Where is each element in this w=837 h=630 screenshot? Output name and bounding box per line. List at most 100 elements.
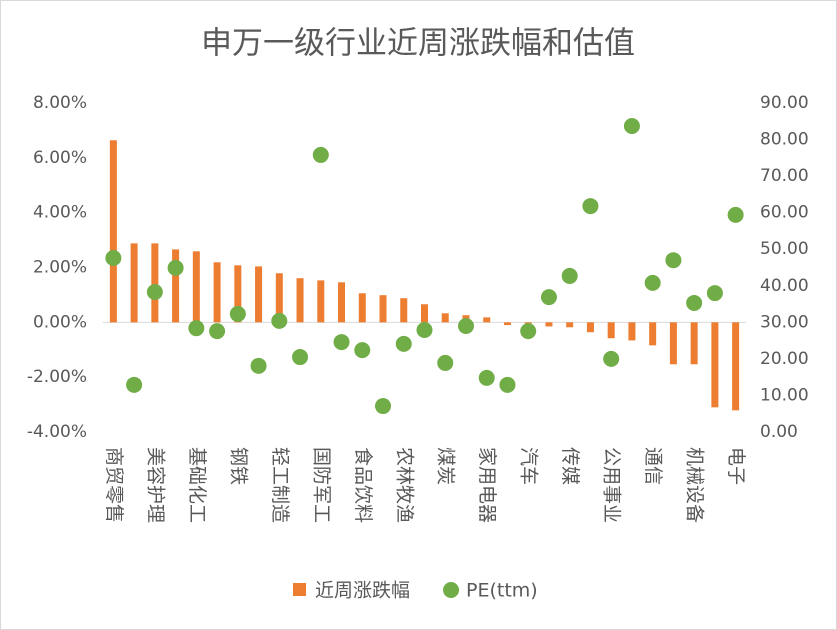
- point: [665, 252, 682, 269]
- chart-title: 申万一级行业近周涨跌幅和估值: [201, 26, 635, 62]
- point: [457, 317, 474, 334]
- bar: [275, 273, 283, 323]
- y-tick-label: 8.00%: [33, 93, 87, 113]
- point: [686, 294, 703, 311]
- point: [126, 376, 143, 393]
- x-tick-label: 汽车: [518, 447, 540, 485]
- bar: [338, 282, 346, 323]
- bar: [524, 322, 532, 324]
- point: [312, 146, 329, 163]
- y2-tick-label: 0.00: [760, 422, 798, 442]
- bar: [421, 304, 428, 323]
- x-tick-label: 基础化工: [186, 447, 208, 523]
- point: [146, 283, 163, 300]
- point: [644, 274, 661, 291]
- y2-tick-label: 80.00: [760, 130, 809, 150]
- y2-tick-label: 10.00: [760, 385, 809, 405]
- point: [229, 305, 246, 322]
- x-tick-label: 公用事业: [601, 447, 623, 523]
- legend-swatch: [293, 583, 306, 596]
- y-tick-label: 6.00%: [33, 148, 87, 168]
- x-tick-label: 国防军工: [310, 447, 332, 523]
- x-tick-label: 食品饮料: [352, 447, 374, 523]
- point: [416, 322, 433, 339]
- bar: [732, 322, 740, 411]
- bar: [109, 140, 117, 323]
- point: [603, 350, 620, 367]
- y-tick-label: 0.00%: [33, 312, 87, 332]
- point: [623, 118, 640, 135]
- point: [209, 323, 226, 340]
- point: [292, 349, 309, 366]
- bar: [213, 262, 221, 323]
- y-tick-label: 4.00%: [33, 203, 87, 223]
- legend-swatch: [443, 582, 460, 598]
- y-tick-label: -2.00%: [27, 367, 87, 387]
- point: [105, 249, 122, 266]
- point: [333, 334, 350, 351]
- point: [395, 335, 412, 352]
- point: [478, 369, 495, 386]
- bar: [711, 322, 719, 408]
- x-tick-label: 商贸零售: [103, 447, 125, 523]
- x-tick-label: 美容护理: [144, 447, 166, 523]
- y2-tick-label: 70.00: [760, 166, 809, 186]
- bar: [296, 278, 304, 323]
- x-tick-label: 电子: [725, 447, 747, 485]
- bar: [669, 322, 677, 365]
- bar: [649, 322, 657, 346]
- y2-tick-label: 20.00: [760, 349, 809, 369]
- point: [499, 376, 516, 393]
- bar: [317, 280, 325, 323]
- bar: [586, 322, 594, 333]
- bar: [358, 293, 366, 323]
- point: [375, 398, 392, 415]
- point: [540, 289, 557, 306]
- x-tick-label: 通信: [642, 447, 664, 485]
- point: [354, 342, 371, 359]
- point: [437, 354, 454, 371]
- bar: [172, 249, 180, 323]
- bar: [483, 317, 491, 323]
- bar: [441, 313, 449, 323]
- x-tick-label: 农林牧渔: [393, 447, 415, 523]
- point: [188, 320, 205, 337]
- x-tick-label: 钢铁: [227, 447, 249, 485]
- bar: [234, 265, 242, 323]
- bar: [690, 322, 698, 365]
- bar: [192, 251, 200, 323]
- x-tick-label: 传媒: [559, 447, 581, 485]
- point: [520, 323, 537, 340]
- bar: [628, 322, 636, 341]
- y-tick-label: 2.00%: [33, 258, 87, 278]
- bar: [400, 298, 408, 323]
- x-tick-label: 煤炭: [435, 447, 457, 485]
- bar: [503, 322, 511, 326]
- point: [250, 357, 267, 374]
- bar: [607, 322, 615, 339]
- point: [582, 198, 599, 215]
- x-tick-label: 家用电器: [476, 447, 498, 523]
- point: [167, 259, 184, 276]
- bar: [545, 322, 553, 327]
- y2-tick-label: 90.00: [760, 93, 809, 113]
- y2-tick-label: 30.00: [760, 312, 809, 332]
- y2-tick-label: 60.00: [760, 203, 809, 223]
- point: [727, 206, 744, 223]
- bar: [151, 243, 159, 323]
- point: [271, 312, 288, 329]
- bar: [130, 243, 138, 323]
- legend-label: PE(ttm): [466, 580, 538, 602]
- legend-label: 近周涨跌幅: [315, 580, 410, 602]
- bar: [255, 266, 263, 323]
- bar: [379, 295, 387, 323]
- point: [706, 285, 723, 302]
- y-tick-label: -4.00%: [27, 422, 87, 442]
- y2-tick-label: 40.00: [760, 276, 809, 296]
- bar: [566, 322, 574, 328]
- point: [561, 267, 578, 284]
- y2-tick-label: 50.00: [760, 239, 809, 259]
- x-tick-label: 机械设备: [684, 447, 706, 523]
